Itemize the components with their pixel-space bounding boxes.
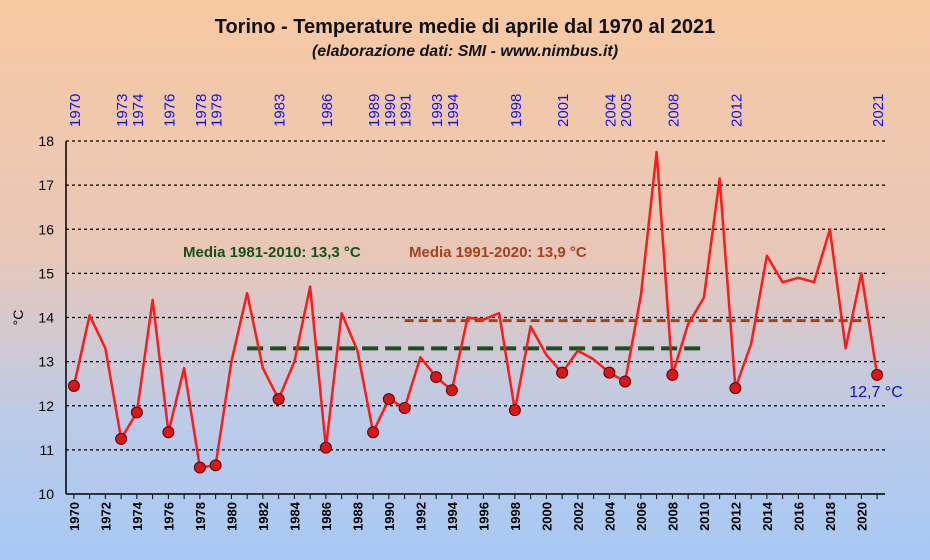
y-tick-label: 11 — [39, 442, 54, 458]
x-tick-label: 2004 — [602, 501, 617, 531]
y-axis-label: °C — [10, 310, 26, 326]
mean-1991-2020-label: Media 1991-2020: 13,9 °C — [409, 244, 587, 261]
highlight-year-label: 2008 — [665, 94, 682, 127]
x-tick-label: 2002 — [571, 502, 586, 531]
data-point-marker — [272, 393, 285, 406]
x-tick-label: 2014 — [760, 501, 775, 531]
data-point-marker — [619, 375, 632, 388]
data-point-marker — [162, 426, 175, 439]
x-tick-label: 2010 — [697, 502, 712, 531]
highlight-year-label: 1970 — [67, 94, 84, 127]
highlight-year-label: 1979 — [209, 94, 226, 127]
x-tick-label: 1988 — [350, 502, 365, 531]
highlight-year-label: 1991 — [398, 94, 415, 127]
chart-subtitle: (elaborazione dati: SMI - www.nimbus.it) — [311, 43, 619, 60]
data-point-marker — [508, 404, 521, 417]
y-tick-label: 16 — [38, 221, 54, 237]
data-point-marker — [398, 401, 411, 414]
x-tick-label: 1978 — [193, 502, 208, 531]
x-tick-label: 1976 — [161, 502, 176, 531]
x-tick-label: 1972 — [98, 502, 113, 531]
data-point-marker — [382, 393, 395, 406]
data-point-marker — [193, 461, 206, 474]
chart-title: Torino - Temperature medie di aprile dal… — [214, 16, 716, 38]
x-tick-label: 1996 — [476, 502, 491, 531]
x-tick-label: 1982 — [256, 502, 271, 531]
data-point-marker — [115, 432, 128, 445]
y-tick-label: 12 — [38, 398, 54, 414]
data-point-marker — [445, 384, 458, 397]
x-tick-label: 1994 — [445, 501, 460, 531]
x-tick-label: 2016 — [791, 502, 806, 531]
mean-1981-2010-label: Media 1981-2010: 13,3 °C — [183, 244, 361, 261]
highlight-year-label: 2004 — [602, 94, 619, 127]
y-tick-label: 13 — [38, 354, 54, 370]
temperature-series-line — [72, 150, 879, 469]
highlight-year-label: 1990 — [382, 94, 399, 127]
data-point-marker — [871, 368, 884, 381]
x-tick-label: 2012 — [728, 502, 743, 531]
highlight-year-label: 2012 — [728, 94, 745, 127]
data-point-marker — [367, 426, 380, 439]
highlight-year-label: 2021 — [870, 94, 887, 127]
data-point-marker — [729, 382, 742, 395]
highlight-year-label: 1986 — [319, 94, 336, 127]
last-value-annotation: 12,7 °C — [849, 384, 903, 401]
highlight-year-label: 1976 — [161, 94, 178, 127]
highlight-year-label: 1994 — [445, 94, 462, 127]
x-tick-label: 1986 — [319, 502, 334, 531]
y-tick-label: 17 — [38, 177, 54, 193]
x-tick-label: 1980 — [224, 502, 239, 531]
highlight-year-label: 1998 — [508, 94, 525, 127]
highlight-year-label: 2001 — [555, 94, 572, 127]
x-tick-label: 1992 — [413, 502, 428, 531]
highlight-year-label: 2005 — [618, 94, 635, 127]
x-tick-label: 2008 — [665, 502, 680, 531]
x-tick-label: 2006 — [634, 502, 649, 531]
highlight-year-label: 1974 — [130, 94, 147, 127]
y-tick-label: 10 — [38, 486, 54, 502]
data-point-marker — [603, 366, 616, 379]
y-tick-label: 18 — [38, 133, 54, 149]
data-point-marker — [666, 368, 679, 381]
x-tick-label: 2018 — [823, 502, 838, 531]
x-tick-label: 2000 — [539, 502, 554, 531]
x-tick-label: 1998 — [508, 502, 523, 531]
data-point-marker — [130, 406, 143, 419]
data-point-marker — [556, 366, 569, 379]
x-tick-label: 1984 — [287, 501, 302, 531]
data-point-marker — [319, 441, 332, 454]
y-tick-label: 14 — [38, 310, 54, 326]
highlight-year-label: 1973 — [114, 94, 131, 127]
x-tick-label: 2020 — [854, 502, 869, 531]
highlight-year-label: 1978 — [193, 94, 210, 127]
x-tick-label: 1990 — [382, 502, 397, 531]
data-point-marker — [67, 379, 80, 392]
x-tick-label: 1970 — [67, 502, 82, 531]
highlight-year-label: 1989 — [366, 94, 383, 127]
y-tick-label: 15 — [38, 265, 54, 281]
data-point-marker — [209, 459, 222, 472]
highlight-year-label: 1983 — [272, 94, 289, 127]
highlight-year-label: 1993 — [429, 94, 446, 127]
x-tick-label: 1974 — [130, 501, 145, 531]
data-point-marker — [430, 371, 443, 384]
